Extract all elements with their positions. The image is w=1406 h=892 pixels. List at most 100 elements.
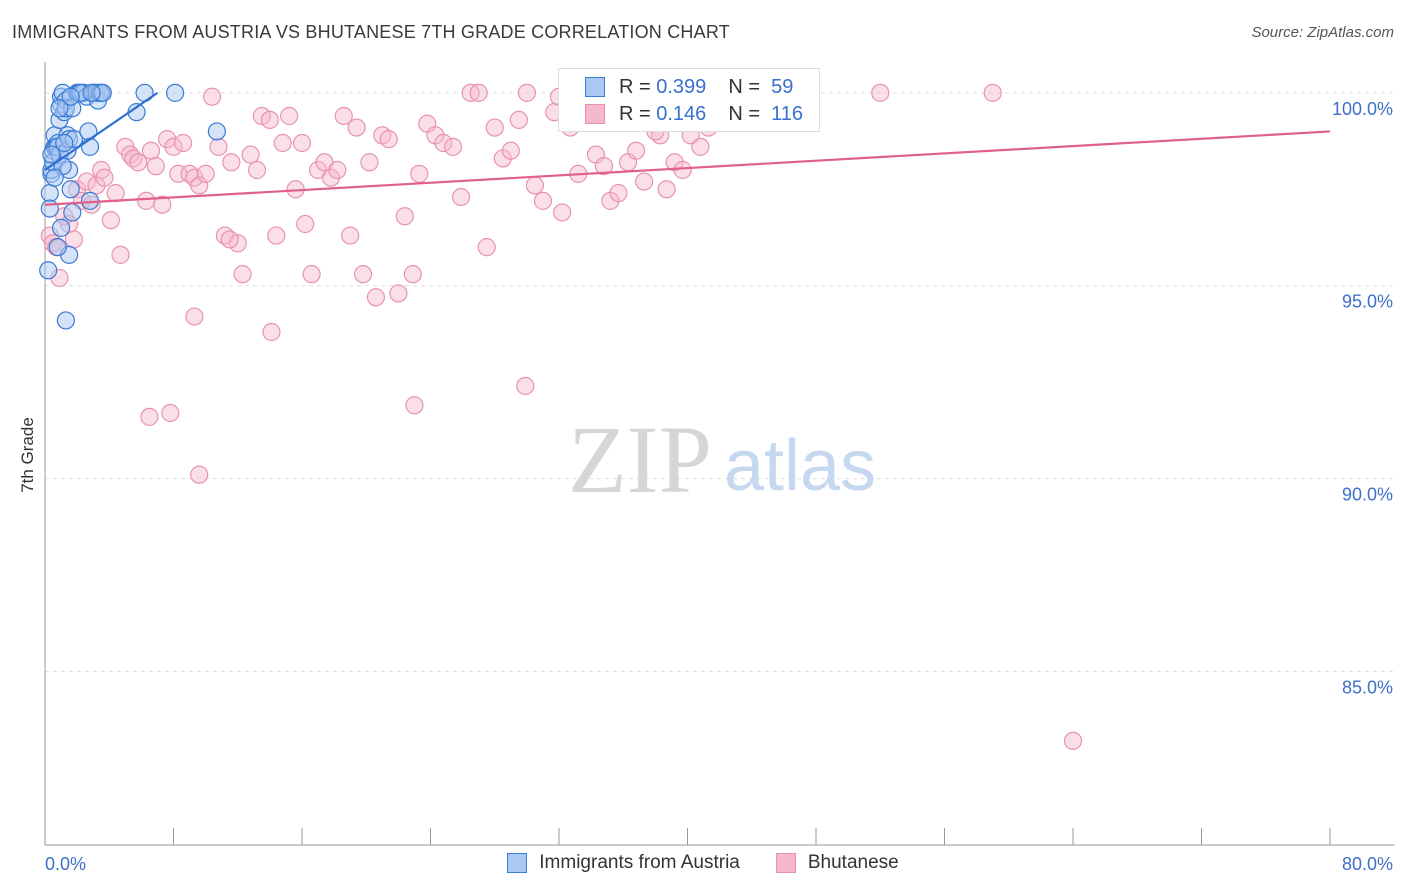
- bhutanese-r-value: 0.146: [656, 102, 707, 125]
- bhutanese-point: [347, 118, 366, 137]
- bhutanese-point: [691, 137, 710, 156]
- grid-lines: [45, 92, 1395, 672]
- bhutanese-point: [153, 195, 172, 214]
- legend-row-austria: R = 0.399 N = 59: [585, 76, 793, 98]
- bhutanese-legend-swatch: [775, 853, 796, 873]
- bhutanese-point: [434, 133, 453, 153]
- bhutanese-point: [174, 133, 193, 153]
- bhutanese-point: [190, 465, 209, 484]
- austria-point: [40, 184, 59, 203]
- bhutanese-point: [395, 207, 414, 226]
- trend-lines: [44, 91, 1331, 206]
- bhutanese-point: [241, 145, 260, 164]
- austria-point: [50, 99, 69, 118]
- bhutanese-point: [106, 184, 125, 203]
- legend-item-austria[interactable]: Immigrants from Austria: [507, 852, 740, 874]
- bhutanese-point: [233, 265, 252, 284]
- bhutanese-n-label: N =: [728, 102, 760, 125]
- austria-legend-swatch: [507, 853, 528, 873]
- bhutanese-point: [469, 83, 488, 102]
- austria-legend-label: Immigrants from Austria: [539, 852, 740, 873]
- austria-point: [48, 238, 67, 257]
- bhutanese-swatch: [585, 104, 605, 124]
- source-label: Source: ZipAtlas.com: [1251, 24, 1394, 41]
- legend-item-bhutanese[interactable]: Bhutanese: [775, 852, 899, 874]
- austria-n-value: 59: [771, 75, 794, 98]
- bhutanese-point: [509, 110, 528, 129]
- tick-labels: 85.0% 90.0% 95.0% 100.0% 0.0% 80.0%: [45, 99, 1393, 874]
- austria-point: [40, 199, 59, 218]
- bhutanese-point: [267, 226, 286, 245]
- series-legend: Immigrants from Austria Bhutanese: [0, 852, 1406, 874]
- austria-r-label: R =: [619, 75, 651, 98]
- y-tick-label: 85.0%: [1342, 677, 1393, 697]
- austria-point: [39, 261, 58, 280]
- bhutanese-point: [129, 153, 148, 172]
- austria-point: [51, 218, 71, 237]
- bhutanese-point: [1063, 731, 1083, 750]
- bhutanese-point: [501, 141, 520, 160]
- bhutanese-point: [379, 130, 398, 149]
- austria-point: [61, 87, 80, 106]
- bhutanese-point: [553, 203, 572, 222]
- bhutanese-point: [209, 137, 228, 156]
- chart-title: IMMIGRANTS FROM AUSTRIA VS BHUTANESE 7TH…: [12, 22, 730, 42]
- x-tick-label-max: 80.0%: [1342, 854, 1393, 874]
- bhutanese-point: [525, 176, 545, 195]
- austria-swatch: [585, 77, 605, 97]
- austria-point: [207, 122, 226, 141]
- bhutanese-point: [247, 160, 267, 180]
- y-tick-label: 100.0%: [1332, 99, 1393, 119]
- bhutanese-point: [140, 407, 159, 426]
- bhutanese-point: [657, 180, 676, 199]
- bhutanese-point: [533, 191, 553, 210]
- bhutanese-point: [280, 106, 299, 126]
- bhutanese-point: [410, 164, 429, 183]
- bhutanese-point: [360, 153, 379, 172]
- austria-point: [82, 83, 101, 102]
- x-tick-label-min: 0.0%: [45, 854, 86, 874]
- legend-row-bhutanese: R = 0.146 N = 116: [585, 103, 803, 125]
- austria-point: [80, 137, 100, 156]
- bhutanese-point: [485, 118, 504, 137]
- y-tick-label: 95.0%: [1342, 292, 1393, 312]
- bhutanese-point: [983, 83, 1002, 102]
- austria-point: [55, 133, 74, 153]
- bhutanese-point: [366, 288, 385, 307]
- watermark: ZIP atlas: [568, 406, 876, 513]
- y-axis-label: 7th Grade: [18, 417, 37, 493]
- bhutanese-point: [626, 141, 646, 160]
- bhutanese-r-label: R =: [619, 102, 651, 125]
- bhutanese-point: [77, 172, 96, 191]
- austria-point: [61, 180, 80, 199]
- bhutanese-point: [146, 157, 165, 176]
- bhutanese-point: [202, 87, 222, 106]
- bhutanese-point: [292, 133, 312, 153]
- bhutanese-point: [443, 137, 463, 156]
- stats-legend: R = 0.399 N = 59 R = 0.146 N = 116: [558, 68, 820, 132]
- austria-point: [42, 145, 61, 164]
- bhutanese-point: [341, 226, 360, 245]
- bhutanese-point: [262, 322, 281, 342]
- watermark-zip: ZIP: [568, 406, 712, 513]
- bhutanese-point: [389, 284, 408, 303]
- watermark-atlas: atlas: [724, 426, 876, 506]
- bhutanese-point: [405, 396, 424, 415]
- bhutanese-point: [516, 376, 535, 396]
- austria-r-value: 0.399: [656, 75, 707, 98]
- bhutanese-point: [220, 230, 239, 249]
- bhutanese-point: [517, 83, 536, 102]
- bhutanese-point: [609, 184, 628, 203]
- bhutanese-points: [40, 83, 1083, 750]
- bhutanese-point: [260, 110, 279, 129]
- bhutanese-point: [190, 176, 209, 195]
- y-tick-label: 90.0%: [1342, 485, 1393, 505]
- austria-point: [45, 168, 64, 187]
- bhutanese-point: [101, 211, 120, 230]
- austria-point: [166, 83, 185, 102]
- bhutanese-point: [594, 157, 614, 176]
- bhutanese-point: [451, 187, 471, 207]
- bhutanese-trend-line: [44, 130, 1331, 206]
- bhutanese-point: [296, 214, 315, 234]
